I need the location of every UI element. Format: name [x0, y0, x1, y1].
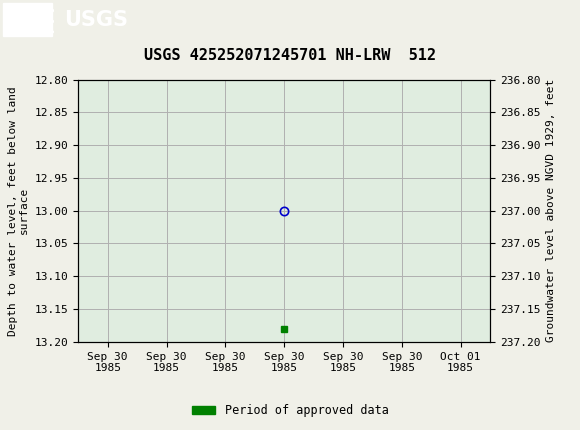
Legend: Period of approved data: Period of approved data [187, 399, 393, 422]
Text: USGS 425252071245701 NH-LRW  512: USGS 425252071245701 NH-LRW 512 [144, 48, 436, 63]
FancyBboxPatch shape [3, 3, 52, 37]
Y-axis label: Depth to water level, feet below land
surface: Depth to water level, feet below land su… [8, 86, 29, 335]
Y-axis label: Groundwater level above NGVD 1929, feet: Groundwater level above NGVD 1929, feet [546, 79, 556, 342]
Text: USGS: USGS [64, 10, 128, 30]
